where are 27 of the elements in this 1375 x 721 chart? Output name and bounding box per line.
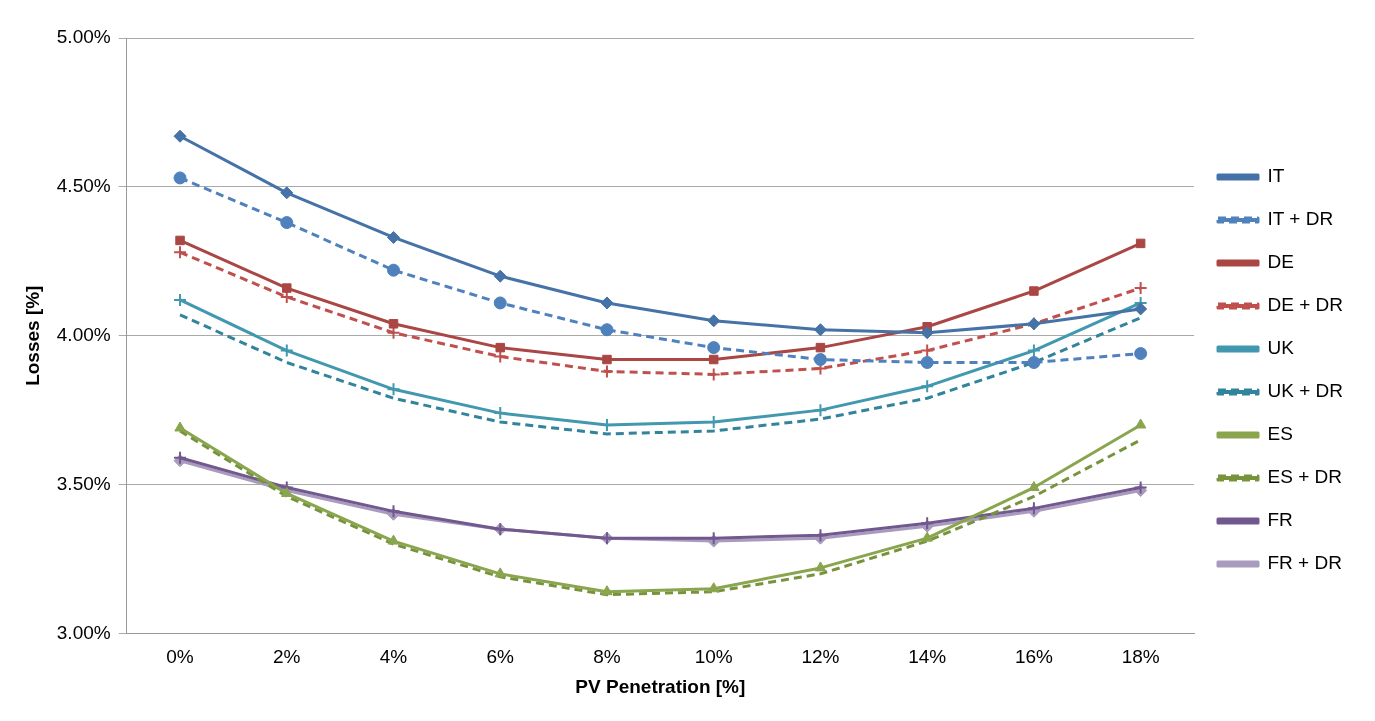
x-tick-label: 6% [486, 646, 515, 668]
x-tick-label: 4% [379, 646, 408, 668]
legend-label: DE + DR [1267, 294, 1344, 316]
x-tick-label: 18% [1121, 646, 1160, 668]
y-tick-label: 5.00% [56, 26, 111, 48]
legend-label: FR + DR [1267, 552, 1342, 574]
x-tick-label: 16% [1014, 646, 1054, 668]
x-tick-label: 2% [273, 646, 301, 668]
y-tick-label: 3.00% [56, 621, 111, 643]
legend-label: ES [1267, 423, 1293, 445]
legend-label: ES + DR [1267, 466, 1342, 488]
legend-label: DE [1267, 251, 1294, 273]
x-tick-label: 8% [593, 646, 621, 668]
legend-label: IT + DR [1267, 208, 1334, 230]
y-tick-label: 3.50% [56, 472, 111, 494]
x-tick-label: 12% [801, 646, 840, 668]
y-axis-title: Losses [%] [21, 285, 43, 386]
legend-label: FR [1267, 509, 1293, 531]
x-tick-label: 0% [166, 646, 194, 668]
x-tick-label: 10% [694, 646, 733, 668]
legend-label: UK [1267, 337, 1295, 359]
x-axis-title: PV Penetration [%] [575, 675, 746, 697]
y-tick-label: 4.00% [56, 323, 111, 345]
x-tick-label: 14% [908, 646, 947, 668]
y-tick-label: 4.50% [56, 175, 111, 197]
legend-label: UK + DR [1267, 380, 1344, 402]
legend-label: IT [1267, 165, 1285, 187]
